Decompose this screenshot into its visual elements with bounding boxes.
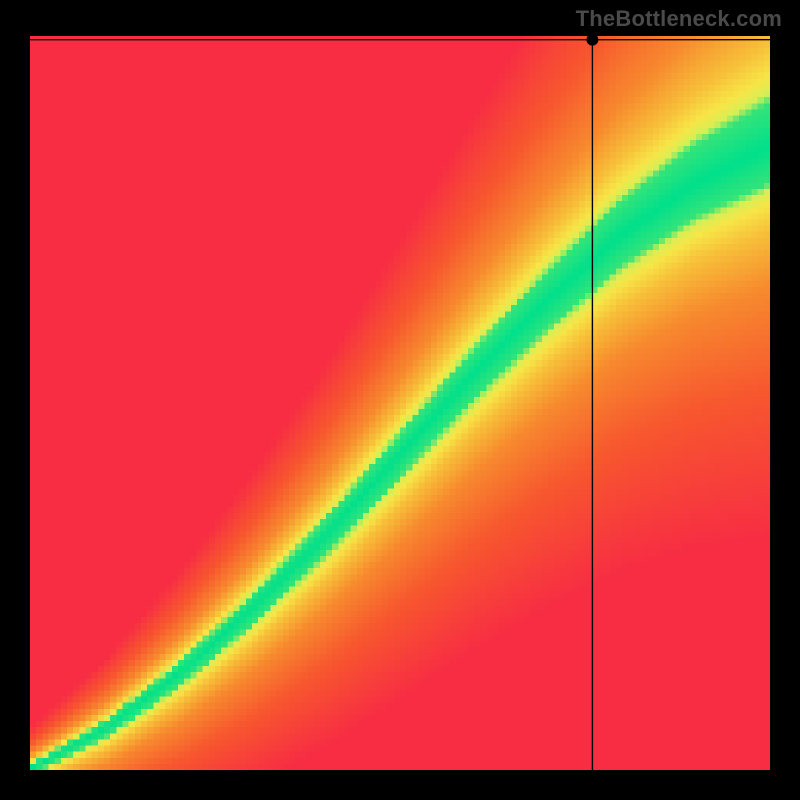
watermark-text: TheBottleneck.com bbox=[576, 6, 782, 32]
bottleneck-heatmap bbox=[30, 36, 770, 770]
plot-area bbox=[30, 36, 770, 770]
